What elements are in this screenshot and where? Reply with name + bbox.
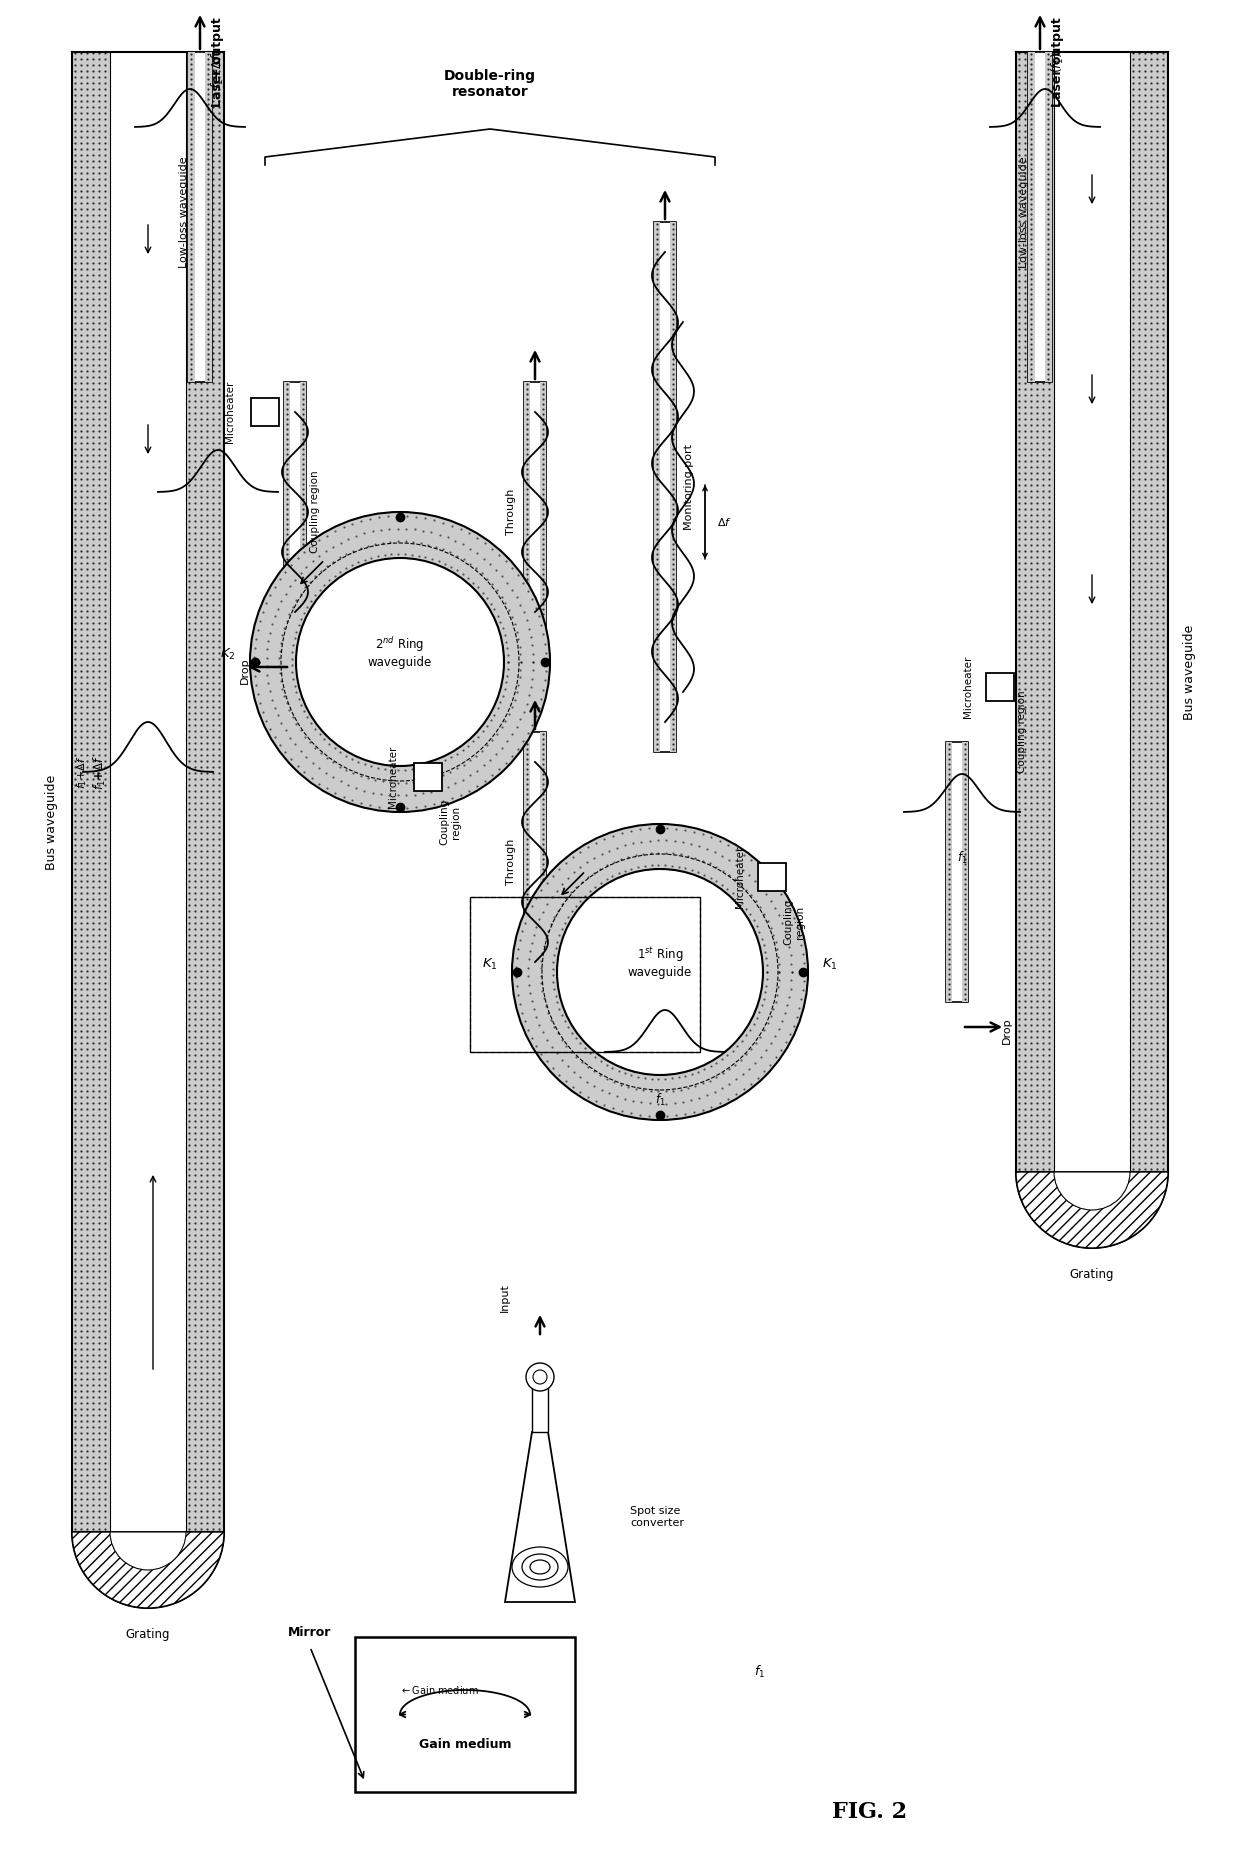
- Text: Spot size
converter: Spot size converter: [630, 1507, 684, 1528]
- Bar: [670, 223, 676, 753]
- Circle shape: [512, 824, 808, 1119]
- Bar: [1028, 52, 1052, 382]
- Text: $f_1$: $f_1$: [655, 1091, 666, 1108]
- Text: Monitoring port: Monitoring port: [684, 444, 694, 530]
- Text: $\leftarrow$Gain medium: $\leftarrow$Gain medium: [401, 1683, 479, 1696]
- Bar: [758, 863, 786, 891]
- Text: Bus waveguide: Bus waveguide: [46, 775, 58, 870]
- Text: Coupling
region: Coupling region: [784, 899, 805, 945]
- Text: Low-loss waveguide: Low-loss waveguide: [1019, 155, 1029, 268]
- Wedge shape: [1054, 1172, 1130, 1209]
- Bar: [653, 223, 676, 753]
- Text: $f_1$: $f_1$: [957, 850, 967, 867]
- Text: Input: Input: [500, 1282, 510, 1312]
- Polygon shape: [1016, 1172, 1168, 1249]
- Bar: [525, 382, 529, 642]
- Bar: [525, 382, 546, 642]
- Bar: [1016, 52, 1054, 1172]
- Text: Coupling region: Coupling region: [310, 470, 320, 554]
- Bar: [470, 897, 701, 1052]
- Circle shape: [296, 558, 503, 766]
- Bar: [300, 382, 306, 642]
- Bar: [188, 52, 195, 382]
- Text: Laser output: Laser output: [212, 17, 224, 107]
- Bar: [946, 741, 952, 1002]
- Text: Microheater: Microheater: [224, 380, 236, 444]
- Text: $f_1$: $f_1$: [754, 1664, 765, 1679]
- Text: Grating: Grating: [125, 1629, 170, 1642]
- Wedge shape: [1016, 1172, 1168, 1249]
- Circle shape: [526, 1363, 554, 1391]
- Text: $f_1$+$\Delta f$: $f_1$+$\Delta f$: [92, 754, 108, 790]
- Circle shape: [250, 513, 551, 812]
- Text: $K_1$: $K_1$: [822, 957, 838, 972]
- Circle shape: [533, 1370, 547, 1383]
- Bar: [284, 382, 306, 642]
- Polygon shape: [505, 1432, 575, 1602]
- Text: $1^{st}$ Ring
waveguide: $1^{st}$ Ring waveguide: [627, 945, 692, 979]
- Bar: [539, 732, 546, 992]
- Text: Microheater: Microheater: [388, 745, 398, 809]
- Text: $(f_1)$: $(f_1)$: [1050, 52, 1066, 73]
- Bar: [986, 674, 1014, 700]
- Text: Through: Through: [506, 839, 516, 885]
- Bar: [188, 52, 212, 382]
- Text: $K_1$: $K_1$: [482, 957, 498, 972]
- Wedge shape: [110, 1531, 186, 1571]
- Bar: [962, 741, 968, 1002]
- Wedge shape: [110, 1531, 186, 1571]
- Bar: [110, 52, 186, 1531]
- Text: Drop: Drop: [1002, 1016, 1012, 1043]
- Text: Grating: Grating: [1070, 1267, 1115, 1280]
- Text: $f_1$+$\Delta f$: $f_1$+$\Delta f$: [76, 754, 89, 788]
- Bar: [205, 52, 212, 382]
- Bar: [250, 399, 279, 427]
- Text: Microheater: Microheater: [963, 655, 973, 719]
- Text: $f_1$+$\Delta f$: $f_1$+$\Delta f$: [210, 52, 226, 90]
- Bar: [470, 897, 701, 1052]
- Text: Laser output: Laser output: [1052, 17, 1064, 107]
- Text: Coupling region: Coupling region: [1017, 691, 1027, 773]
- Bar: [1054, 52, 1130, 1172]
- Bar: [525, 732, 546, 992]
- Text: FIG. 2: FIG. 2: [832, 1801, 908, 1823]
- Text: Drop: Drop: [241, 657, 250, 683]
- Bar: [539, 382, 546, 642]
- Bar: [284, 382, 290, 642]
- Text: Low-loss waveguide: Low-loss waveguide: [179, 155, 188, 268]
- Bar: [355, 1636, 575, 1792]
- Bar: [532, 1382, 548, 1432]
- Text: Through: Through: [506, 489, 516, 535]
- Bar: [1028, 52, 1035, 382]
- Polygon shape: [72, 1531, 224, 1608]
- Text: Gain medium: Gain medium: [419, 1737, 511, 1750]
- Bar: [72, 52, 110, 1531]
- Bar: [186, 52, 224, 1531]
- Bar: [946, 741, 968, 1002]
- Text: $\Delta f$: $\Delta f$: [717, 517, 732, 528]
- Text: Coupling
region: Coupling region: [439, 799, 461, 844]
- Text: Mirror: Mirror: [289, 1625, 331, 1638]
- Bar: [525, 732, 529, 992]
- Text: Bus waveguide: Bus waveguide: [1183, 625, 1197, 719]
- Bar: [1045, 52, 1052, 382]
- Circle shape: [557, 869, 763, 1075]
- Bar: [414, 764, 441, 792]
- Bar: [653, 223, 660, 753]
- Text: $2^{nd}$ Ring
waveguide: $2^{nd}$ Ring waveguide: [368, 635, 432, 668]
- Text: Double-ring
resonator: Double-ring resonator: [444, 69, 536, 99]
- Text: $K_2$: $K_2$: [221, 646, 236, 661]
- Bar: [1130, 52, 1168, 1172]
- Wedge shape: [72, 1531, 224, 1608]
- Wedge shape: [1054, 1172, 1130, 1209]
- Text: Microheater: Microheater: [735, 846, 745, 908]
